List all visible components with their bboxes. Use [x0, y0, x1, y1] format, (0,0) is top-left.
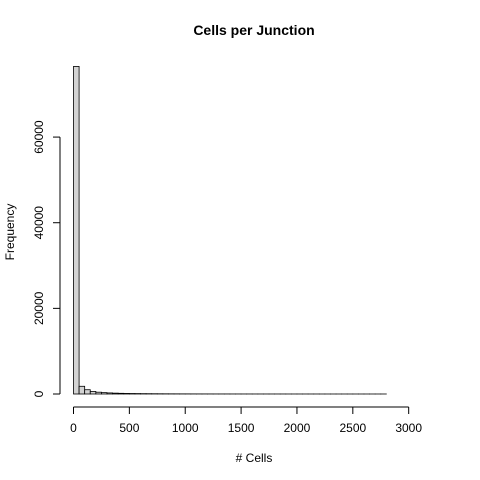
x-tick-label: 3000	[395, 421, 422, 435]
x-tick-label: 0	[70, 421, 77, 435]
histogram-bar	[101, 392, 108, 395]
y-tick-label: 40000	[32, 206, 46, 240]
histogram-bar	[106, 392, 114, 395]
y-tick-label: 60000	[32, 120, 46, 154]
x-tick-label: 1000	[172, 421, 199, 435]
histogram-bar	[123, 393, 130, 395]
x-tick-label: 500	[119, 421, 139, 435]
histogram-bar	[73, 66, 80, 395]
histogram-bar	[78, 385, 86, 395]
y-tick-label: 20000	[32, 291, 46, 325]
histogram-bar	[95, 391, 102, 395]
y-tick-label: 0	[32, 390, 46, 397]
histogram-bars	[73, 66, 387, 395]
histogram-bar	[84, 389, 91, 395]
chart-title: Cells per Junction	[193, 22, 314, 38]
x-tick-label: 2000	[284, 421, 311, 435]
y-axis: 0 20000 40000 60000	[32, 120, 61, 397]
x-tick-label: 1500	[228, 421, 255, 435]
x-tick-label: 2500	[339, 421, 366, 435]
y-axis-label: Frequency	[3, 204, 17, 261]
histogram-bar	[112, 392, 119, 395]
histogram-bar	[117, 392, 125, 395]
x-axis-label: # Cells	[236, 451, 273, 465]
x-axis: 0 500 1000 1500 2000 2500 3000	[70, 406, 422, 435]
histogram-bar	[89, 391, 97, 395]
